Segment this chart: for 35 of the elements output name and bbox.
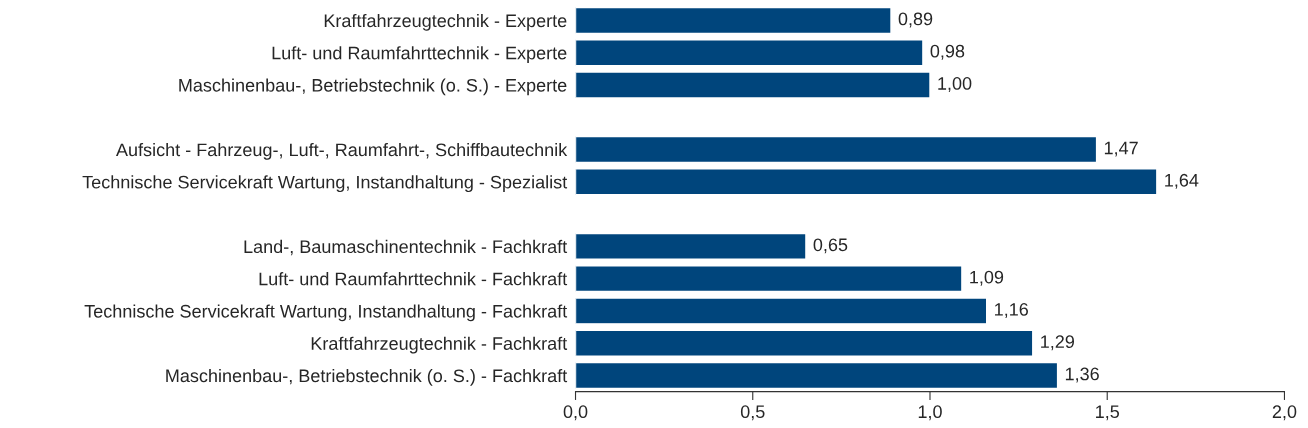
x-tick-label: 2,0 [1272, 405, 1297, 421]
data-label: 0,98 [930, 44, 965, 60]
data-label: 1,47 [1104, 141, 1138, 157]
x-tick-label: 1,5 [1096, 405, 1120, 421]
y-tick-label: Luft- und Raumfahrttechnik - Fachkraft [259, 272, 568, 286]
bar [575, 168, 1158, 196]
bar [575, 265, 963, 293]
bar [575, 135, 1098, 164]
y-tick-label: Kraftfahrzeugtechnik - Fachkraft [311, 336, 568, 354]
y-tick-label: Kraftfahrzeugtechnik - Experte [324, 13, 567, 31]
y-tick-label: Land-, Baumaschinentechnik - Fachkraft [244, 239, 568, 256]
bar [575, 297, 988, 325]
y-tick-label: Aufsicht - Fahrzeug-, Luft-, Raumfahrt-, Schiffbautechnik [115, 142, 568, 160]
x-tick-label: 1,0 [918, 405, 942, 421]
data-label: 1,29 [1041, 335, 1075, 351]
x-tick-label: 0,5 [740, 405, 765, 421]
y-tick-label: Luft- und Raumfahrttechnik - Experte [272, 46, 567, 63]
data-label: 1,16 [995, 302, 1028, 318]
bar [575, 329, 1034, 357]
y-tick-label: Maschinenbau-, Betriebstechnik (o. S.) - Fachkraft [166, 368, 568, 386]
bar [575, 39, 924, 67]
bar [575, 6, 892, 35]
data-label: 0,65 [813, 238, 848, 254]
data-label: 1,36 [1065, 367, 1099, 383]
y-tick-label: Technische Servicekraft Wartung, Instandhaltung - Fachkraft [84, 304, 568, 322]
y-tick-label: Technische Servicekraft Wartung, Instandhaltung - Spezialist [82, 175, 568, 193]
bar [575, 71, 931, 99]
bar [575, 361, 1059, 390]
data-label: 0,89 [898, 12, 933, 28]
x-tick-label: 0,0 [563, 405, 588, 421]
data-label: 1,00 [938, 77, 972, 92]
data-label: 1,09 [970, 270, 1004, 286]
bar [575, 232, 807, 260]
y-tick-label: Maschinenbau-, Betriebstechnik (o. S.) - Experte [179, 78, 567, 96]
data-label: 1,64 [1165, 173, 1199, 189]
